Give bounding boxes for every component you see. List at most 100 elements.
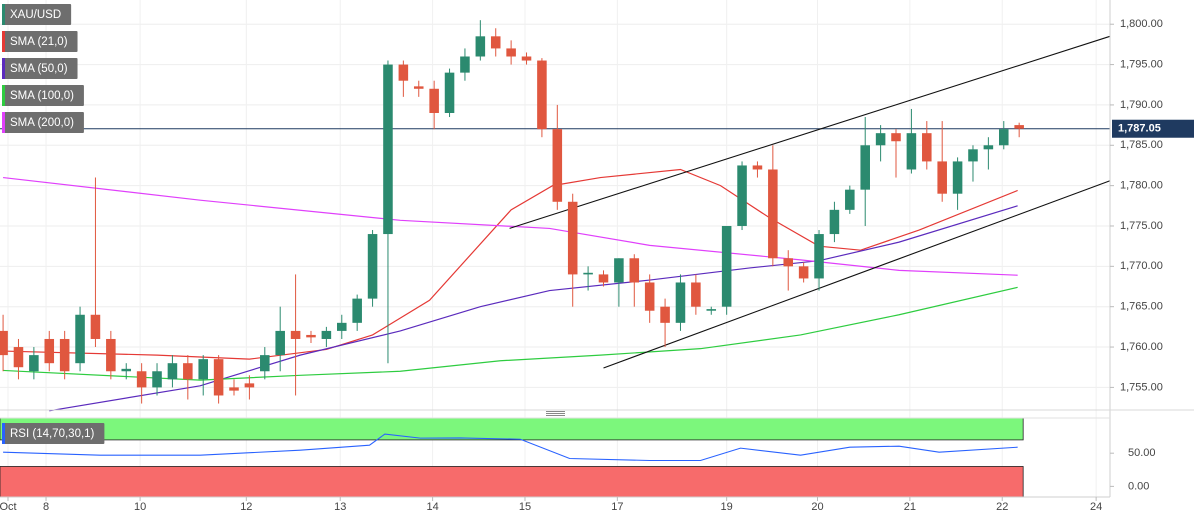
x-tick-label: 15 bbox=[519, 501, 531, 513]
oversold-zone bbox=[0, 466, 1024, 498]
y-tick-label: 1,755.00 bbox=[1120, 381, 1163, 393]
candle-body bbox=[59, 338, 70, 372]
candle-body bbox=[721, 225, 732, 307]
candle-body bbox=[321, 330, 332, 339]
legend-entry-swatch bbox=[2, 112, 5, 133]
candle-body bbox=[460, 56, 470, 73]
candle-body bbox=[875, 133, 886, 146]
legend-entry-swatch bbox=[2, 31, 5, 52]
legend-entry-label: SMA (50,0) bbox=[10, 63, 68, 75]
x-tick-label: 24 bbox=[1090, 501, 1102, 513]
candle-body bbox=[367, 234, 378, 299]
legend-entry-swatch bbox=[2, 85, 5, 106]
rsi-legend-label: RSI (14,70,30,1) bbox=[10, 428, 95, 440]
candle-body bbox=[829, 209, 840, 235]
last-price-label: 1,787.05 bbox=[1118, 123, 1161, 135]
candle-body bbox=[614, 258, 624, 283]
rsi-legend-swatch bbox=[2, 423, 5, 444]
x-tick-label: 19 bbox=[721, 501, 733, 513]
candle-body bbox=[90, 314, 101, 339]
candle-body bbox=[922, 133, 932, 162]
candle-body bbox=[537, 60, 547, 130]
candle-body bbox=[567, 201, 578, 275]
candle-body bbox=[783, 258, 794, 267]
candle-body bbox=[290, 330, 301, 339]
legend-entry-label: SMA (200,0) bbox=[10, 117, 74, 129]
candle-body bbox=[337, 322, 347, 331]
candle-body bbox=[845, 189, 855, 210]
candle-body bbox=[413, 86, 424, 89]
candle-body bbox=[644, 282, 655, 311]
rsi-panel bbox=[0, 417, 1024, 498]
candle-body bbox=[999, 129, 1009, 146]
legend-entry-label: SMA (100,0) bbox=[10, 90, 74, 102]
candle-body bbox=[352, 298, 362, 323]
candle-body bbox=[398, 64, 409, 81]
candle-body bbox=[937, 161, 947, 194]
candle-body bbox=[275, 330, 285, 356]
y-tick-label: 1,770.00 bbox=[1120, 260, 1163, 272]
candle-body bbox=[583, 272, 593, 275]
candle-body bbox=[213, 359, 224, 396]
candle-body bbox=[691, 282, 701, 307]
y-tick-label: 1,790.00 bbox=[1120, 99, 1163, 111]
candle-body bbox=[521, 56, 532, 61]
candle-body bbox=[490, 36, 501, 49]
x-tick-label: 13 bbox=[334, 501, 346, 513]
candle-body bbox=[29, 355, 39, 372]
candle-body bbox=[383, 64, 393, 235]
rsi-tick-label: 0.00 bbox=[1128, 480, 1149, 492]
candle-body bbox=[552, 129, 563, 202]
candle-body bbox=[229, 387, 239, 391]
candle-body bbox=[660, 306, 670, 323]
x-tick-label: 10 bbox=[134, 501, 146, 513]
trendline bbox=[509, 35, 1111, 229]
candle-body bbox=[106, 338, 116, 372]
sma-line bbox=[3, 176, 1018, 276]
candle-body bbox=[260, 355, 270, 372]
candle-body bbox=[121, 368, 132, 372]
candle-body bbox=[798, 266, 809, 279]
y-tick-label: 1,775.00 bbox=[1120, 220, 1163, 232]
candle-body bbox=[167, 363, 178, 380]
candle-body bbox=[429, 88, 439, 113]
resize-handle[interactable] bbox=[546, 411, 565, 416]
legend-entry-box bbox=[2, 58, 78, 79]
candle-body bbox=[198, 359, 208, 380]
candle-body bbox=[598, 274, 609, 283]
x-tick-label: 20 bbox=[811, 501, 823, 513]
candle-body bbox=[444, 72, 455, 113]
y-tick-label: 1,780.00 bbox=[1120, 180, 1163, 192]
plot bbox=[0, 20, 1111, 412]
candle-body bbox=[860, 145, 870, 190]
last-price-box bbox=[1112, 119, 1194, 138]
candle-body bbox=[183, 363, 193, 380]
legend-entry-swatch bbox=[2, 4, 5, 25]
legend-entry-box bbox=[2, 4, 72, 25]
candle-body bbox=[244, 383, 255, 388]
candle-body bbox=[152, 371, 162, 388]
legend-entry-label: SMA (21,0) bbox=[10, 36, 68, 48]
x-tick-label: 21 bbox=[904, 501, 916, 513]
candle-body bbox=[891, 133, 901, 142]
x-tick-label: 8 bbox=[43, 501, 49, 513]
x-tick-label: 22 bbox=[996, 501, 1008, 513]
legend-entry-label: XAU/USD bbox=[10, 9, 61, 21]
rsi-line bbox=[3, 433, 1018, 462]
legend-entry-swatch bbox=[2, 58, 5, 79]
candle-body bbox=[306, 334, 316, 338]
candle-body bbox=[75, 314, 85, 364]
candle-body bbox=[983, 145, 994, 150]
sma-line bbox=[3, 168, 1018, 360]
candle-body bbox=[768, 169, 778, 259]
candle-body bbox=[1014, 125, 1024, 129]
candle-body bbox=[44, 338, 55, 364]
legend: XAU/USD SMA (21,0) SMA (50,0) SMA (100,0) SM… bbox=[2, 4, 105, 444]
candle-body bbox=[968, 149, 978, 162]
legend-entry-box bbox=[2, 112, 84, 133]
candle-body bbox=[136, 371, 147, 388]
candle-body bbox=[0, 330, 8, 356]
y-tick-label: 1,760.00 bbox=[1120, 341, 1163, 353]
y-tick-label: 1,765.00 bbox=[1120, 301, 1163, 313]
